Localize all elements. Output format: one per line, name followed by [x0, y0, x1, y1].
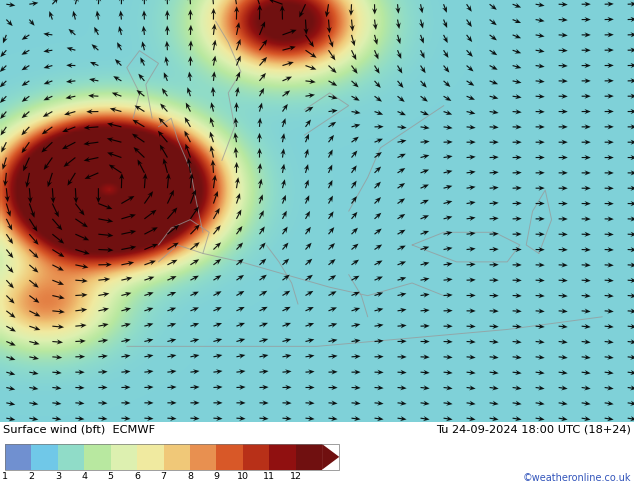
- Text: 8: 8: [187, 472, 193, 481]
- Bar: [84, 444, 111, 470]
- Text: 2: 2: [29, 472, 34, 481]
- Bar: [243, 444, 269, 470]
- Text: Tu 24-09-2024 18:00 UTC (18+24): Tu 24-09-2024 18:00 UTC (18+24): [436, 424, 631, 435]
- Bar: [32, 444, 58, 470]
- Text: 1: 1: [2, 472, 8, 481]
- Bar: [269, 444, 295, 470]
- Bar: [295, 444, 322, 470]
- Text: 11: 11: [263, 472, 275, 481]
- Text: 4: 4: [81, 472, 87, 481]
- Text: 12: 12: [290, 472, 302, 481]
- Text: Surface wind (bft)  ECMWF: Surface wind (bft) ECMWF: [3, 424, 155, 435]
- Text: 5: 5: [108, 472, 113, 481]
- Bar: [58, 444, 84, 470]
- Text: 7: 7: [160, 472, 167, 481]
- Bar: [216, 444, 243, 470]
- Bar: [111, 444, 137, 470]
- Polygon shape: [322, 444, 339, 470]
- Bar: [5, 444, 32, 470]
- Text: 3: 3: [55, 472, 61, 481]
- Text: 10: 10: [237, 472, 249, 481]
- Bar: [164, 444, 190, 470]
- Bar: [190, 444, 216, 470]
- Bar: [137, 444, 164, 470]
- Text: 6: 6: [134, 472, 140, 481]
- Text: 9: 9: [214, 472, 219, 481]
- Bar: [5, 444, 339, 470]
- Text: ©weatheronline.co.uk: ©weatheronline.co.uk: [522, 473, 631, 483]
